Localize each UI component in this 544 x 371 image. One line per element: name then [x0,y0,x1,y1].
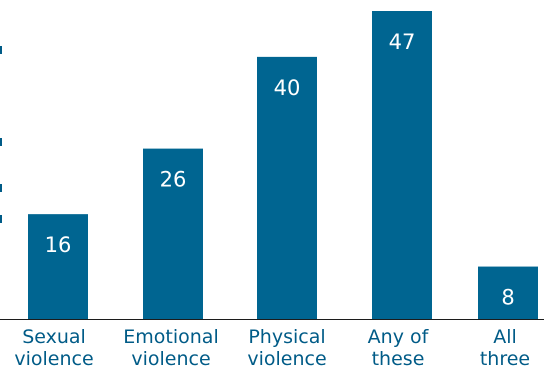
bar [478,266,538,319]
cropped-edge-mark [0,46,2,54]
bar-value-label: 16 [45,233,72,257]
category-label: Emotional violence [123,326,218,370]
bar-value-label: 26 [160,168,187,192]
bar [372,11,432,319]
bar [28,214,88,319]
category-label: Sexual violence [14,326,93,370]
bar-value-label: 8 [501,286,514,310]
cropped-edge-mark [0,215,2,223]
cropped-edge-mark [0,184,2,192]
bar [257,56,317,319]
cropped-edge-mark [0,138,2,146]
bar-value-label: 40 [274,76,301,100]
category-label: Physical violence [247,326,326,370]
category-label: All three [480,326,530,370]
bar-value-label: 47 [389,30,416,54]
bar [143,148,203,319]
category-label: Any of these [368,326,430,370]
